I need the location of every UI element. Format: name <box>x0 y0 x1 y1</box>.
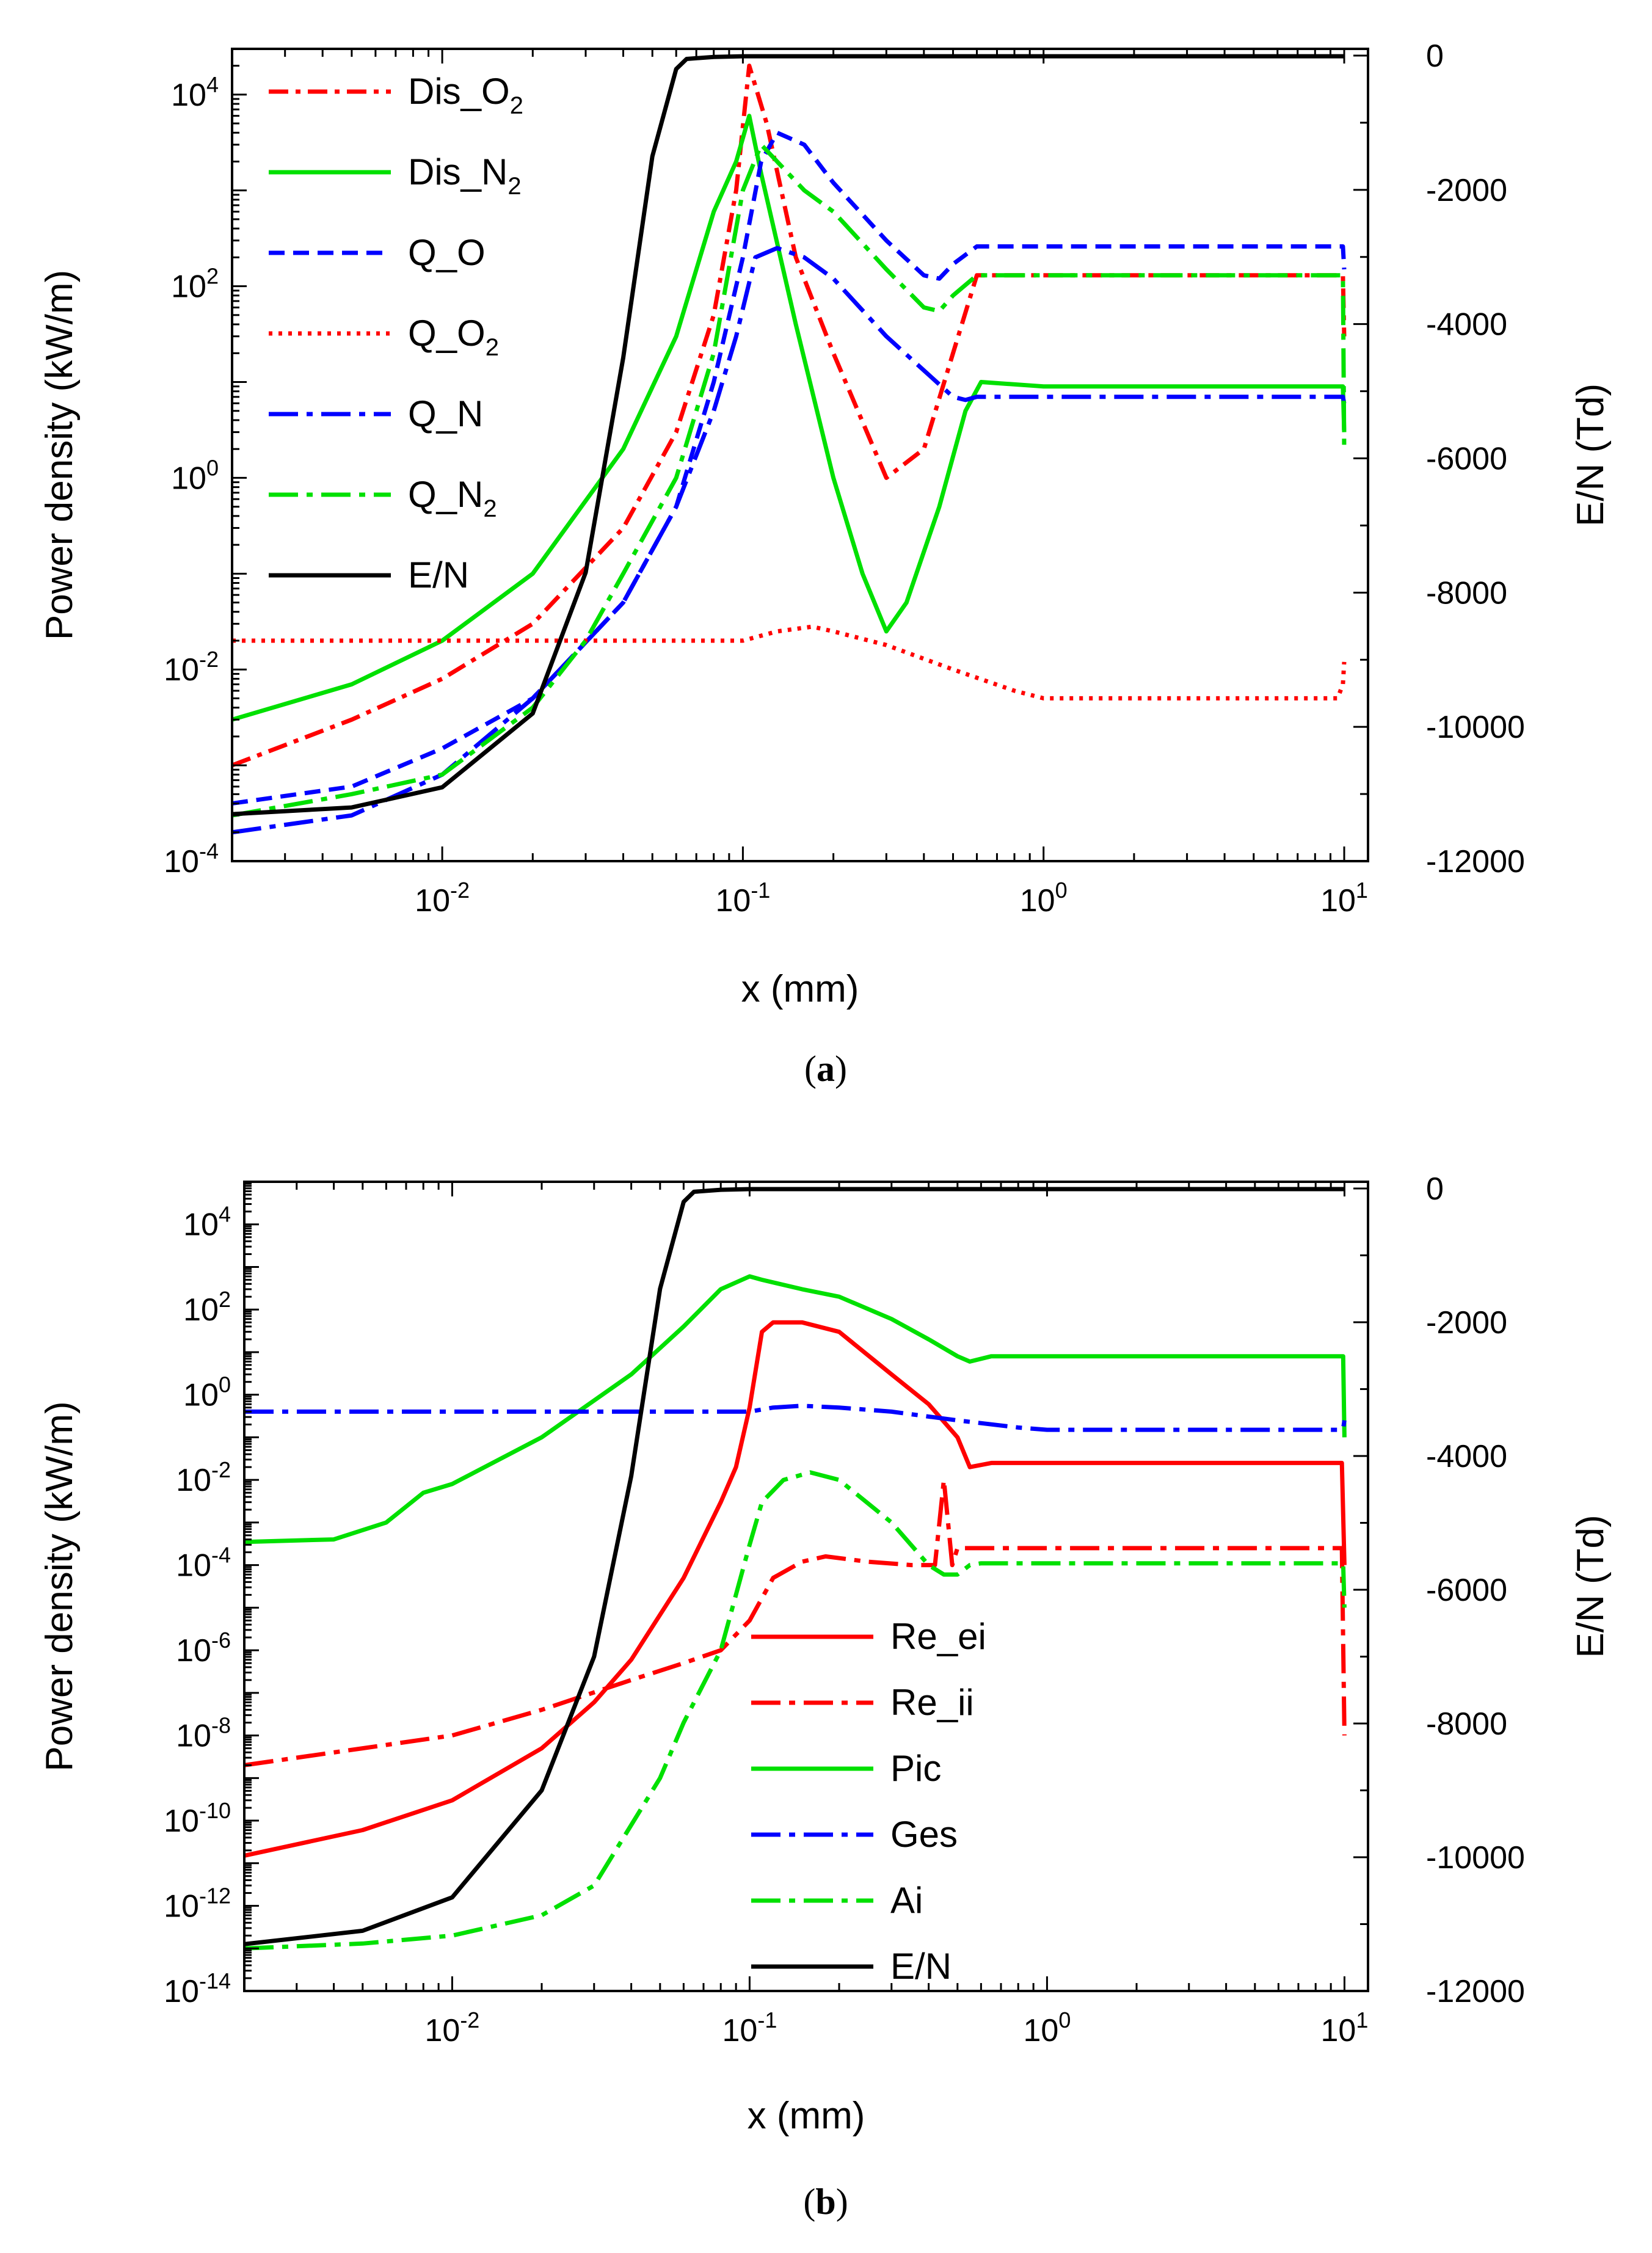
panel-a: 10-2 10-1 100 101 10-4 10-2 100 102 104 0 -2000 -40… <box>38 38 1612 1089</box>
y2-tick-label: -8000 <box>1426 1706 1507 1742</box>
y2-axis-title: E/N (Td) <box>1570 1515 1612 1658</box>
legend-label: Q_N2 <box>408 474 497 522</box>
x-ticks <box>231 49 1345 861</box>
y-tick-label: 10-6 <box>176 1628 231 1669</box>
y-axis-title: Power density (kW/m) <box>38 270 81 640</box>
y-tick-label: 100 <box>183 1372 231 1413</box>
panel-caption: (b) <box>803 2182 848 2222</box>
legend-label: Re_ei <box>890 1616 986 1657</box>
series-line-q-n2 <box>232 142 1347 818</box>
series-line-dis-n2 <box>232 114 1347 722</box>
y-tick-label: 102 <box>183 1287 231 1328</box>
y2-tick-label: -10000 <box>1426 1840 1525 1876</box>
y2-tick-label: 0 <box>1426 38 1444 74</box>
x-tick-label: 10-1 <box>715 878 770 919</box>
series-line-q-n <box>232 246 1347 835</box>
y2-tick-label: -4000 <box>1426 1439 1507 1474</box>
x-tick-label: 100 <box>1023 2007 1071 2048</box>
series-line-e-n <box>244 1187 1345 1946</box>
y-tick-label: 10-10 <box>164 1798 231 1839</box>
y-tick-label: 10-2 <box>164 647 219 688</box>
series-line-ai <box>244 1470 1347 1951</box>
panel-b: 10-2 10-1 100 101 10-14 10-12 10-10 10-8 10-6 10-… <box>38 1171 1612 2222</box>
legend-label: Q_O <box>408 232 486 273</box>
legend: Re_ei Re_ii Pic Ges Ai E/N <box>751 1616 986 1987</box>
series-line-re-ii <box>244 1477 1347 1767</box>
plot-frame <box>243 1181 1369 1992</box>
legend-label: Pic <box>890 1748 941 1789</box>
series-line-ges <box>244 1403 1347 1432</box>
y2-tick-label: -4000 <box>1426 307 1507 343</box>
legend: Dis_O2 Dis_N2 Q_O Q_O2 Q_N Q_N2 E/N <box>269 71 523 595</box>
y-ticks <box>232 48 247 862</box>
y-tick-label: 102 <box>171 264 219 305</box>
y-tick-label: 10-14 <box>164 1968 231 2009</box>
x-axis-title: x (mm) <box>748 2095 865 2137</box>
y-axis-title: Power density (kW/m) <box>38 1401 81 1771</box>
legend-label: Q_O2 <box>408 313 499 361</box>
legend-label: Ges <box>890 1814 958 1855</box>
y-tick-label: 10-2 <box>176 1457 231 1498</box>
y2-ticks <box>1353 1187 1368 1992</box>
legend-label: Q_N <box>408 393 483 434</box>
series-line-pic <box>244 1274 1347 1545</box>
x-tick-label: 10-1 <box>722 2007 777 2048</box>
legend-label: E/N <box>890 1946 952 1987</box>
legend-label: Re_ii <box>890 1682 974 1723</box>
y-tick-label: 100 <box>171 455 219 496</box>
y-tick-label: 10-12 <box>164 1884 231 1924</box>
x-tick-label: 101 <box>1320 878 1368 919</box>
y2-tick-label: -8000 <box>1426 575 1507 611</box>
plot-frame <box>231 48 1369 862</box>
x-axis-title: x (mm) <box>741 968 859 1010</box>
series-group <box>244 1187 1347 1951</box>
y2-tick-label: -6000 <box>1426 1573 1507 1608</box>
x-tick-label: 10-2 <box>424 2007 479 2048</box>
series-line-re-ei <box>244 1320 1347 1858</box>
x-ticks <box>243 1182 1345 1991</box>
y2-tick-label: 0 <box>1426 1171 1444 1207</box>
x-tick-label: 101 <box>1321 2007 1369 2048</box>
x-tick-label: 100 <box>1020 878 1068 919</box>
y2-tick-label: -6000 <box>1426 441 1507 476</box>
y-tick-label: 10-4 <box>176 1543 231 1584</box>
y2-tick-label: -2000 <box>1426 173 1507 208</box>
series-line-q-o <box>232 130 1347 806</box>
y-tick-label: 104 <box>183 1202 231 1243</box>
y-ticks <box>244 1181 259 1992</box>
y-tick-label: 10-8 <box>176 1713 231 1754</box>
legend-label: Ai <box>890 1880 923 1921</box>
legend-label: Dis_N2 <box>408 151 522 200</box>
y-tick-label: 104 <box>171 72 219 113</box>
series-line-q-o2 <box>232 624 1347 701</box>
series-group <box>232 54 1347 835</box>
legend-label: Dis_O2 <box>408 71 523 119</box>
y2-axis-title: E/N (Td) <box>1570 384 1612 526</box>
series-line-e-n <box>232 54 1345 817</box>
y2-tick-label: -12000 <box>1426 1974 1525 2009</box>
y2-tick-label: -2000 <box>1426 1305 1507 1341</box>
legend-label: E/N <box>408 555 469 595</box>
y2-ticks <box>1353 54 1368 862</box>
y2-tick-label: -12000 <box>1426 844 1525 879</box>
y2-tick-label: -10000 <box>1426 710 1525 745</box>
y-tick-label: 10-4 <box>164 839 219 879</box>
panel-caption: (a) <box>804 1049 847 1089</box>
x-tick-label: 10-2 <box>415 878 470 919</box>
